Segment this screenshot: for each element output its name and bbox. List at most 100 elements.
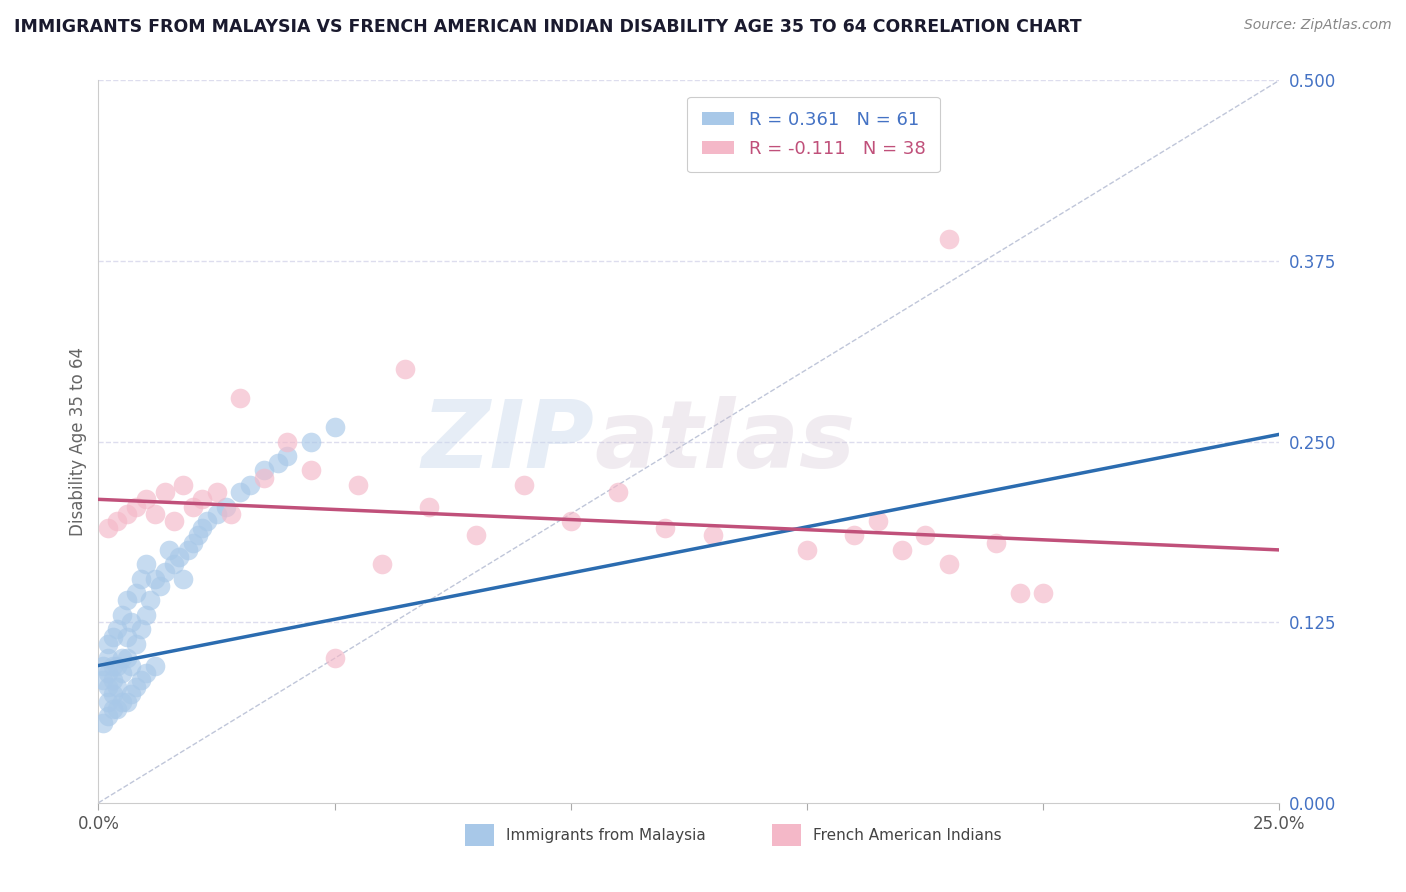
Point <box>111 695 134 709</box>
Bar <box>464 824 494 847</box>
Point <box>323 651 346 665</box>
Point <box>101 630 124 644</box>
Point <box>1032 586 1054 600</box>
Point <box>129 673 152 687</box>
Point <box>97 709 120 723</box>
Point <box>115 695 138 709</box>
Point <box>299 463 322 477</box>
Point <box>195 514 218 528</box>
Point <box>135 558 157 572</box>
Point <box>560 514 582 528</box>
Point <box>149 579 172 593</box>
Point <box>129 623 152 637</box>
Point <box>229 391 252 405</box>
Point <box>129 572 152 586</box>
Point <box>191 492 214 507</box>
Point <box>101 658 124 673</box>
Point <box>97 665 120 680</box>
Point <box>205 507 228 521</box>
Point <box>121 687 143 701</box>
Point <box>125 637 148 651</box>
Point <box>187 528 209 542</box>
Point <box>115 630 138 644</box>
Point <box>105 658 128 673</box>
Point <box>253 463 276 477</box>
Text: Immigrants from Malaysia: Immigrants from Malaysia <box>506 828 706 843</box>
Point <box>91 716 114 731</box>
Point <box>1008 586 1031 600</box>
Point <box>111 607 134 622</box>
Point <box>91 658 114 673</box>
Point <box>276 434 298 449</box>
Point <box>157 542 180 557</box>
Point <box>125 586 148 600</box>
Point <box>866 514 889 528</box>
Point <box>153 485 176 500</box>
Point <box>121 658 143 673</box>
Point <box>914 528 936 542</box>
Point <box>115 593 138 607</box>
Point <box>105 680 128 694</box>
Point <box>143 658 166 673</box>
Point <box>938 558 960 572</box>
Point <box>125 500 148 514</box>
Point <box>143 507 166 521</box>
Point <box>135 607 157 622</box>
Point <box>97 680 120 694</box>
Point <box>115 507 138 521</box>
Point <box>105 702 128 716</box>
Point <box>125 680 148 694</box>
Point <box>607 485 630 500</box>
Text: IMMIGRANTS FROM MALAYSIA VS FRENCH AMERICAN INDIAN DISABILITY AGE 35 TO 64 CORRE: IMMIGRANTS FROM MALAYSIA VS FRENCH AMERI… <box>14 18 1081 36</box>
Point <box>97 695 120 709</box>
Text: ZIP: ZIP <box>422 395 595 488</box>
Point <box>394 362 416 376</box>
Point <box>229 485 252 500</box>
Point <box>181 535 204 549</box>
Point <box>219 507 242 521</box>
Point <box>97 521 120 535</box>
Point <box>91 673 114 687</box>
Point <box>654 521 676 535</box>
Point <box>239 478 262 492</box>
Point <box>177 542 200 557</box>
Point <box>163 558 186 572</box>
Point <box>101 687 124 701</box>
Text: Source: ZipAtlas.com: Source: ZipAtlas.com <box>1244 18 1392 32</box>
Point <box>163 514 186 528</box>
Point <box>890 542 912 557</box>
Point <box>121 615 143 630</box>
Point <box>267 456 290 470</box>
Point <box>167 550 190 565</box>
Point <box>844 528 866 542</box>
Point <box>143 572 166 586</box>
Point <box>796 542 818 557</box>
Legend: R = 0.361   N = 61, R = -0.111   N = 38: R = 0.361 N = 61, R = -0.111 N = 38 <box>688 96 939 172</box>
Point <box>105 623 128 637</box>
Point <box>135 665 157 680</box>
Point <box>984 535 1007 549</box>
Point <box>323 420 346 434</box>
Point <box>101 673 124 687</box>
Point <box>347 478 370 492</box>
Point <box>97 651 120 665</box>
Y-axis label: Disability Age 35 to 64: Disability Age 35 to 64 <box>69 347 87 536</box>
Point <box>139 593 162 607</box>
Point <box>111 665 134 680</box>
Point <box>111 651 134 665</box>
Point <box>702 528 724 542</box>
Point <box>215 500 238 514</box>
Point <box>172 478 194 492</box>
Point <box>153 565 176 579</box>
Point <box>205 485 228 500</box>
Point <box>135 492 157 507</box>
Point <box>191 521 214 535</box>
Point <box>418 500 440 514</box>
Text: French American Indians: French American Indians <box>813 828 1001 843</box>
Point <box>181 500 204 514</box>
Point <box>465 528 488 542</box>
Point <box>115 651 138 665</box>
Point <box>97 637 120 651</box>
Point <box>371 558 394 572</box>
Text: atlas: atlas <box>595 395 856 488</box>
